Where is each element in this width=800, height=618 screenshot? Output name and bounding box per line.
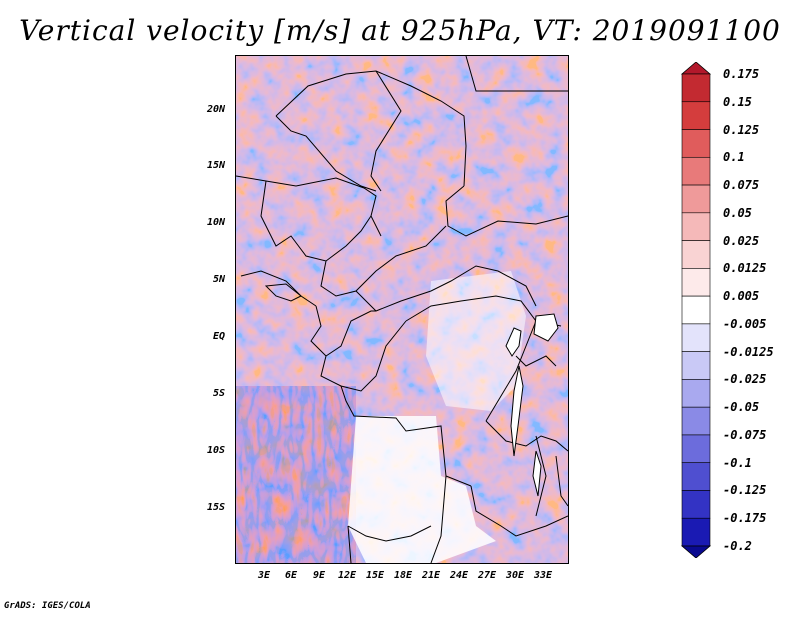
colorbar-box bbox=[681, 379, 711, 408]
lake-tanganyika bbox=[510, 365, 524, 457]
colorbar-box bbox=[681, 73, 711, 103]
lat-label: EQ bbox=[213, 331, 226, 342]
colorbar-label: 0.15 bbox=[723, 94, 752, 109]
lat-label: 15N bbox=[207, 160, 226, 171]
map-panel bbox=[235, 55, 569, 564]
colorbar-box bbox=[681, 184, 711, 214]
footer-credit: GrADS: IGES/COLA bbox=[4, 601, 91, 611]
lon-label: 15E bbox=[366, 570, 385, 581]
colorbar bbox=[680, 62, 712, 558]
colorbar-label: -0.025 bbox=[723, 372, 767, 387]
calm-region-south bbox=[348, 416, 496, 563]
colorbar-label: -0.075 bbox=[723, 427, 767, 442]
lat-label: 5S bbox=[213, 388, 226, 399]
colorbar-box bbox=[681, 101, 711, 130]
colorbar-box bbox=[681, 434, 711, 464]
lat-label: 15S bbox=[207, 502, 226, 513]
colorbar-box bbox=[681, 517, 711, 547]
colorbar-label: 0.005 bbox=[723, 289, 760, 304]
colorbar-box bbox=[681, 462, 711, 491]
colorbar-label: 0.0125 bbox=[723, 261, 767, 276]
colorbar-label: -0.125 bbox=[723, 483, 767, 498]
colorbar-label: -0.0125 bbox=[723, 344, 774, 359]
colorbar-label: -0.2 bbox=[723, 539, 752, 553]
colorbar-top-cap bbox=[680, 62, 712, 75]
gulf-of-guinea-coast bbox=[264, 283, 302, 302]
lake-malawi bbox=[532, 450, 542, 497]
lon-label: 12E bbox=[338, 570, 357, 581]
calm-region-central bbox=[426, 271, 526, 411]
lake-victoria bbox=[533, 313, 559, 342]
colorbar-label: 0.125 bbox=[723, 122, 760, 137]
colorbar-box bbox=[681, 295, 711, 325]
lat-label: 10N bbox=[207, 217, 226, 228]
colorbar-box bbox=[681, 129, 711, 158]
vertical-velocity-field bbox=[236, 56, 568, 563]
lon-label: 18E bbox=[394, 570, 413, 581]
colorbar-label: -0.05 bbox=[723, 400, 760, 415]
colorbar-label: 0.05 bbox=[723, 205, 752, 220]
colorbar-box bbox=[681, 351, 711, 380]
lat-label: 10S bbox=[207, 445, 226, 456]
lat-label: 5N bbox=[213, 274, 226, 285]
lon-label: 30E bbox=[506, 570, 525, 581]
colorbar-bottom-cap bbox=[680, 545, 712, 558]
lon-label: 6E bbox=[285, 570, 298, 581]
colorbar-box bbox=[681, 156, 711, 186]
colorbar-label: 0.025 bbox=[723, 233, 760, 248]
colorbar-box bbox=[681, 323, 711, 352]
ocean-wave-pattern bbox=[236, 386, 356, 563]
colorbar-label: 0.075 bbox=[723, 178, 760, 193]
colorbar-box bbox=[681, 240, 711, 269]
lon-label: 33E bbox=[534, 570, 553, 581]
colorbar-box bbox=[681, 212, 711, 241]
colorbar-label: -0.1 bbox=[723, 455, 752, 470]
chart-title: Vertical velocity [m/s] at 925hPa, VT: 2… bbox=[19, 14, 781, 47]
colorbar-label: -0.175 bbox=[723, 511, 767, 526]
colorbar-box bbox=[681, 268, 711, 297]
lon-label: 24E bbox=[450, 570, 469, 581]
lon-label: 27E bbox=[478, 570, 497, 581]
colorbar-label: 0.1 bbox=[723, 150, 745, 165]
lake-albert bbox=[505, 327, 522, 357]
colorbar-box bbox=[681, 490, 711, 519]
lon-label: 21E bbox=[422, 570, 441, 581]
colorbar-label: -0.005 bbox=[723, 316, 767, 331]
lat-label: 20N bbox=[207, 104, 226, 115]
country-borders bbox=[236, 56, 568, 563]
lon-label: 3E bbox=[258, 570, 271, 581]
colorbar-label: 0.175 bbox=[723, 67, 760, 81]
lon-label: 9E bbox=[313, 570, 326, 581]
colorbar-box bbox=[681, 406, 711, 436]
